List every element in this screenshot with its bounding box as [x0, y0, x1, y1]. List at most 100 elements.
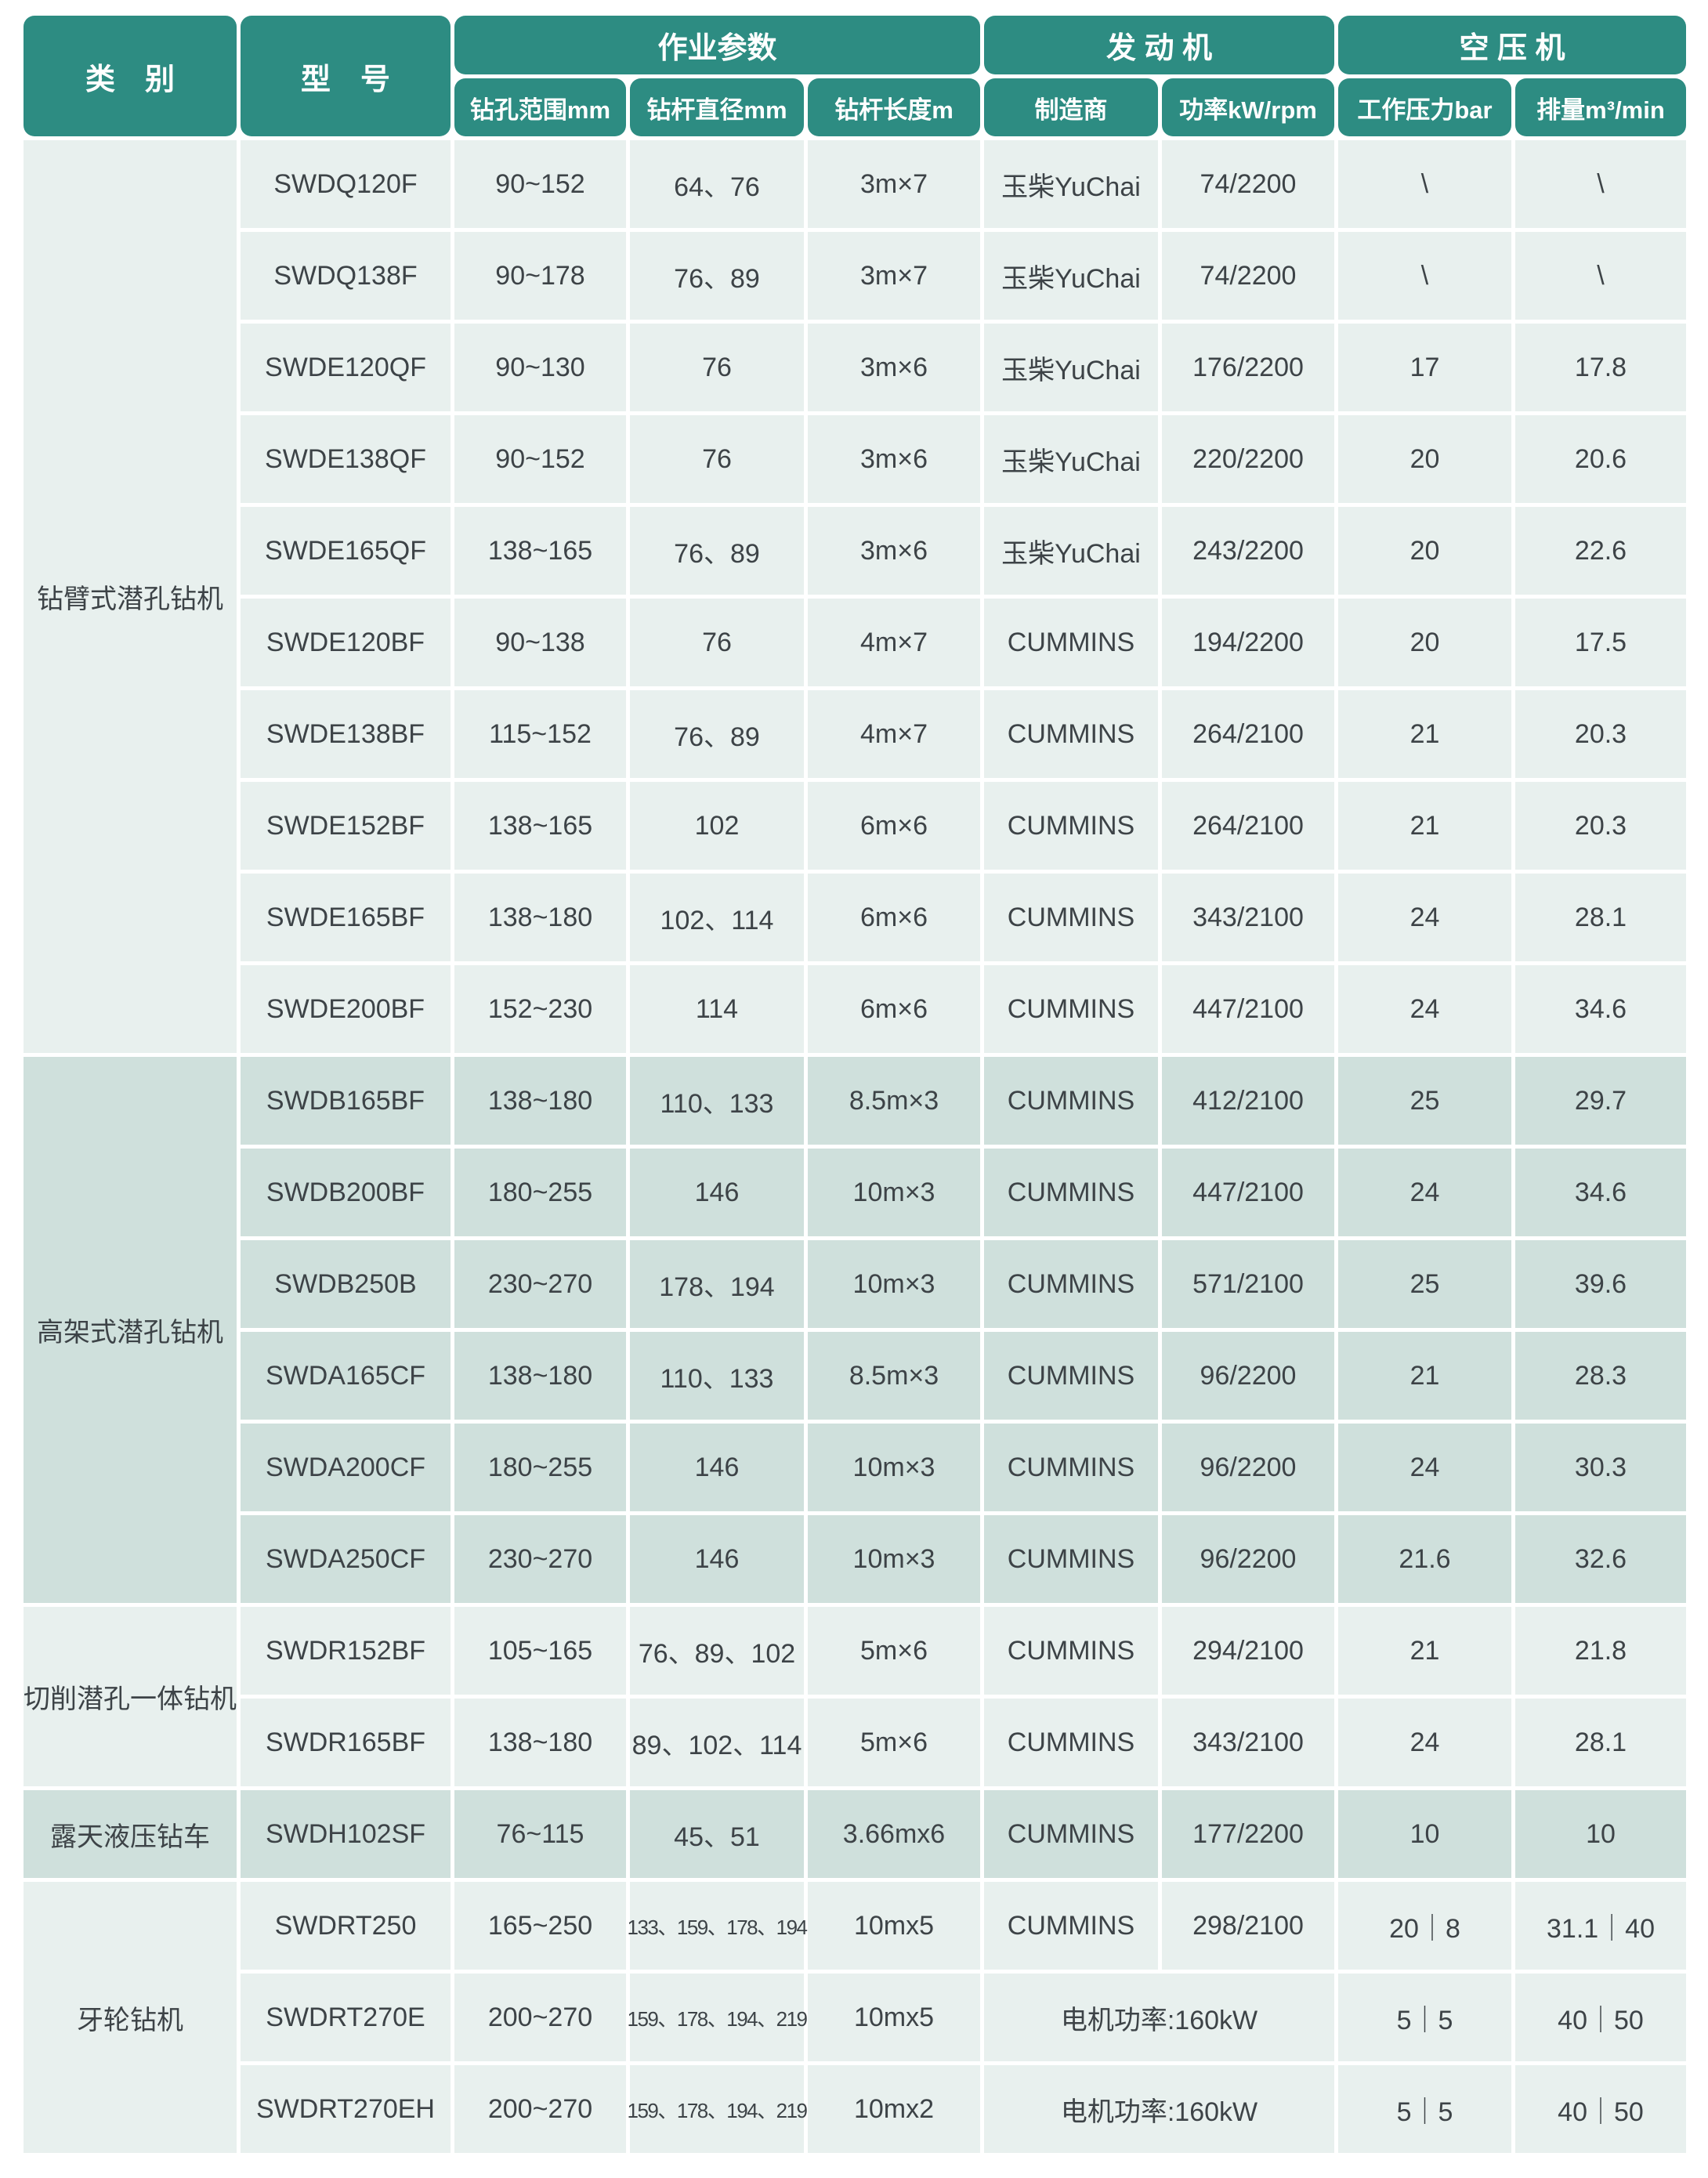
- maker-cell: CUMMINS: [984, 1149, 1158, 1236]
- rod-length-cell: 8.5m×3: [808, 1057, 980, 1145]
- engine-merged-cell: 电机功率:160kW: [984, 1974, 1334, 2061]
- pressure-cell: 5｜5: [1338, 1974, 1511, 2061]
- model-cell: SWDR152BF: [241, 1607, 451, 1695]
- rod-length-cell: 4m×7: [808, 690, 980, 778]
- rod-diameter-cell: 76、89: [630, 507, 804, 595]
- drill-range-cell: 200~270: [454, 2065, 626, 2153]
- rod-length-cell: 10m×3: [808, 1515, 980, 1603]
- power-cell: 74/2200: [1162, 140, 1334, 228]
- pressure-cell: 20: [1338, 599, 1511, 686]
- power-cell: 264/2100: [1162, 782, 1334, 870]
- rod-length-cell: 5m×6: [808, 1699, 980, 1786]
- maker-cell: 玉柴YuChai: [984, 232, 1158, 320]
- rod-length-cell: 10mx5: [808, 1974, 980, 2061]
- pressure-cell: 24: [1338, 874, 1511, 961]
- drill-range-cell: 180~255: [454, 1424, 626, 1511]
- flow-cell: 34.6: [1515, 965, 1686, 1053]
- rod-length-cell: 6m×6: [808, 782, 980, 870]
- rod-diameter-cell: 110、133: [630, 1057, 804, 1145]
- drill-range-cell: 138~180: [454, 1699, 626, 1786]
- model-cell: SWDB200BF: [241, 1149, 451, 1236]
- category-cell: 钻臂式潜孔钻机: [24, 140, 237, 1053]
- power-cell: 96/2200: [1162, 1332, 1334, 1420]
- drill-range-cell: 230~270: [454, 1515, 626, 1603]
- rod-diameter-cell: 146: [630, 1515, 804, 1603]
- rod-length-cell: 10mx5: [808, 1882, 980, 1970]
- pressure-cell: 21: [1338, 782, 1511, 870]
- model-cell: SWDE138QF: [241, 415, 451, 503]
- maker-cell: 玉柴YuChai: [984, 507, 1158, 595]
- maker-cell: 玉柴YuChai: [984, 324, 1158, 411]
- rod-length-cell: 3m×6: [808, 324, 980, 411]
- flow-cell: 17.8: [1515, 324, 1686, 411]
- rod-diameter-cell: 45、51: [630, 1790, 804, 1878]
- flow-cell: 20.3: [1515, 782, 1686, 870]
- subheader-3: 制造商: [984, 78, 1158, 136]
- pressure-cell: 24: [1338, 1699, 1511, 1786]
- power-cell: 294/2100: [1162, 1607, 1334, 1695]
- pressure-cell: 20: [1338, 507, 1511, 595]
- flow-cell: 39.6: [1515, 1240, 1686, 1328]
- power-cell: 447/2100: [1162, 1149, 1334, 1236]
- drill-range-cell: 76~115: [454, 1790, 626, 1878]
- maker-cell: CUMMINS: [984, 1057, 1158, 1145]
- power-cell: 74/2200: [1162, 232, 1334, 320]
- power-cell: 343/2100: [1162, 1699, 1334, 1786]
- power-cell: 571/2100: [1162, 1240, 1334, 1328]
- drill-range-cell: 90~152: [454, 415, 626, 503]
- pressure-cell: \: [1338, 140, 1511, 228]
- rod-length-cell: 6m×6: [808, 874, 980, 961]
- model-cell: SWDB165BF: [241, 1057, 451, 1145]
- model-cell: SWDRT270EH: [241, 2065, 451, 2153]
- rod-diameter-cell: 159、178、194、219: [627, 1974, 808, 2061]
- drill-range-cell: 138~165: [454, 507, 626, 595]
- rod-diameter-cell: 146: [630, 1424, 804, 1511]
- model-cell: SWDE165BF: [241, 874, 451, 961]
- power-cell: 298/2100: [1162, 1882, 1334, 1970]
- flow-cell: 22.6: [1515, 507, 1686, 595]
- maker-cell: 玉柴YuChai: [984, 415, 1158, 503]
- drill-range-cell: 138~165: [454, 782, 626, 870]
- drill-range-cell: 138~180: [454, 1332, 626, 1420]
- flow-cell: 21.8: [1515, 1607, 1686, 1695]
- pressure-cell: 5｜5: [1338, 2065, 1511, 2153]
- pressure-cell: 21: [1338, 690, 1511, 778]
- pressure-cell: 25: [1338, 1057, 1511, 1145]
- power-cell: 220/2200: [1162, 415, 1334, 503]
- pressure-cell: 21: [1338, 1332, 1511, 1420]
- flow-cell: 34.6: [1515, 1149, 1686, 1236]
- flow-cell: 29.7: [1515, 1057, 1686, 1145]
- flow-cell: 17.5: [1515, 599, 1686, 686]
- maker-cell: CUMMINS: [984, 782, 1158, 870]
- model-cell: SWDQ120F: [241, 140, 451, 228]
- flow-cell: 32.6: [1515, 1515, 1686, 1603]
- subheader-2: 钻杆长度m: [808, 78, 980, 136]
- power-cell: 447/2100: [1162, 965, 1334, 1053]
- power-cell: 343/2100: [1162, 874, 1334, 961]
- category-cell: 切削潜孔一体钻机: [24, 1607, 237, 1786]
- model-cell: SWDRT270E: [241, 1974, 451, 2061]
- maker-cell: CUMMINS: [984, 1607, 1158, 1695]
- rod-diameter-cell: 64、76: [630, 140, 804, 228]
- pressure-cell: 10: [1338, 1790, 1511, 1878]
- drill-range-cell: 138~180: [454, 874, 626, 961]
- model-cell: SWDR165BF: [241, 1699, 451, 1786]
- model-cell: SWDE152BF: [241, 782, 451, 870]
- rod-length-cell: 5m×6: [808, 1607, 980, 1695]
- subheader-4: 功率kW/rpm: [1162, 78, 1334, 136]
- drill-range-cell: 90~130: [454, 324, 626, 411]
- rod-length-cell: 4m×7: [808, 599, 980, 686]
- maker-cell: CUMMINS: [984, 1699, 1158, 1786]
- drill-range-cell: 230~270: [454, 1240, 626, 1328]
- rod-diameter-cell: 146: [630, 1149, 804, 1236]
- flow-cell: \: [1515, 232, 1686, 320]
- power-cell: 96/2200: [1162, 1515, 1334, 1603]
- group-header-1: 发 动 机: [984, 16, 1334, 74]
- pressure-cell: 20: [1338, 415, 1511, 503]
- model-cell: SWDE120BF: [241, 599, 451, 686]
- spec-table: 类 别型 号作业参数发 动 机空 压 机钻孔范围mm 钻杆直径mm 钻杆长度m 制造商…: [24, 16, 1686, 2153]
- rod-diameter-cell: 76、89: [630, 232, 804, 320]
- pressure-cell: 20｜8: [1338, 1882, 1511, 1970]
- rod-length-cell: 10m×3: [808, 1424, 980, 1511]
- subheader-5: 工作压力bar: [1338, 78, 1511, 136]
